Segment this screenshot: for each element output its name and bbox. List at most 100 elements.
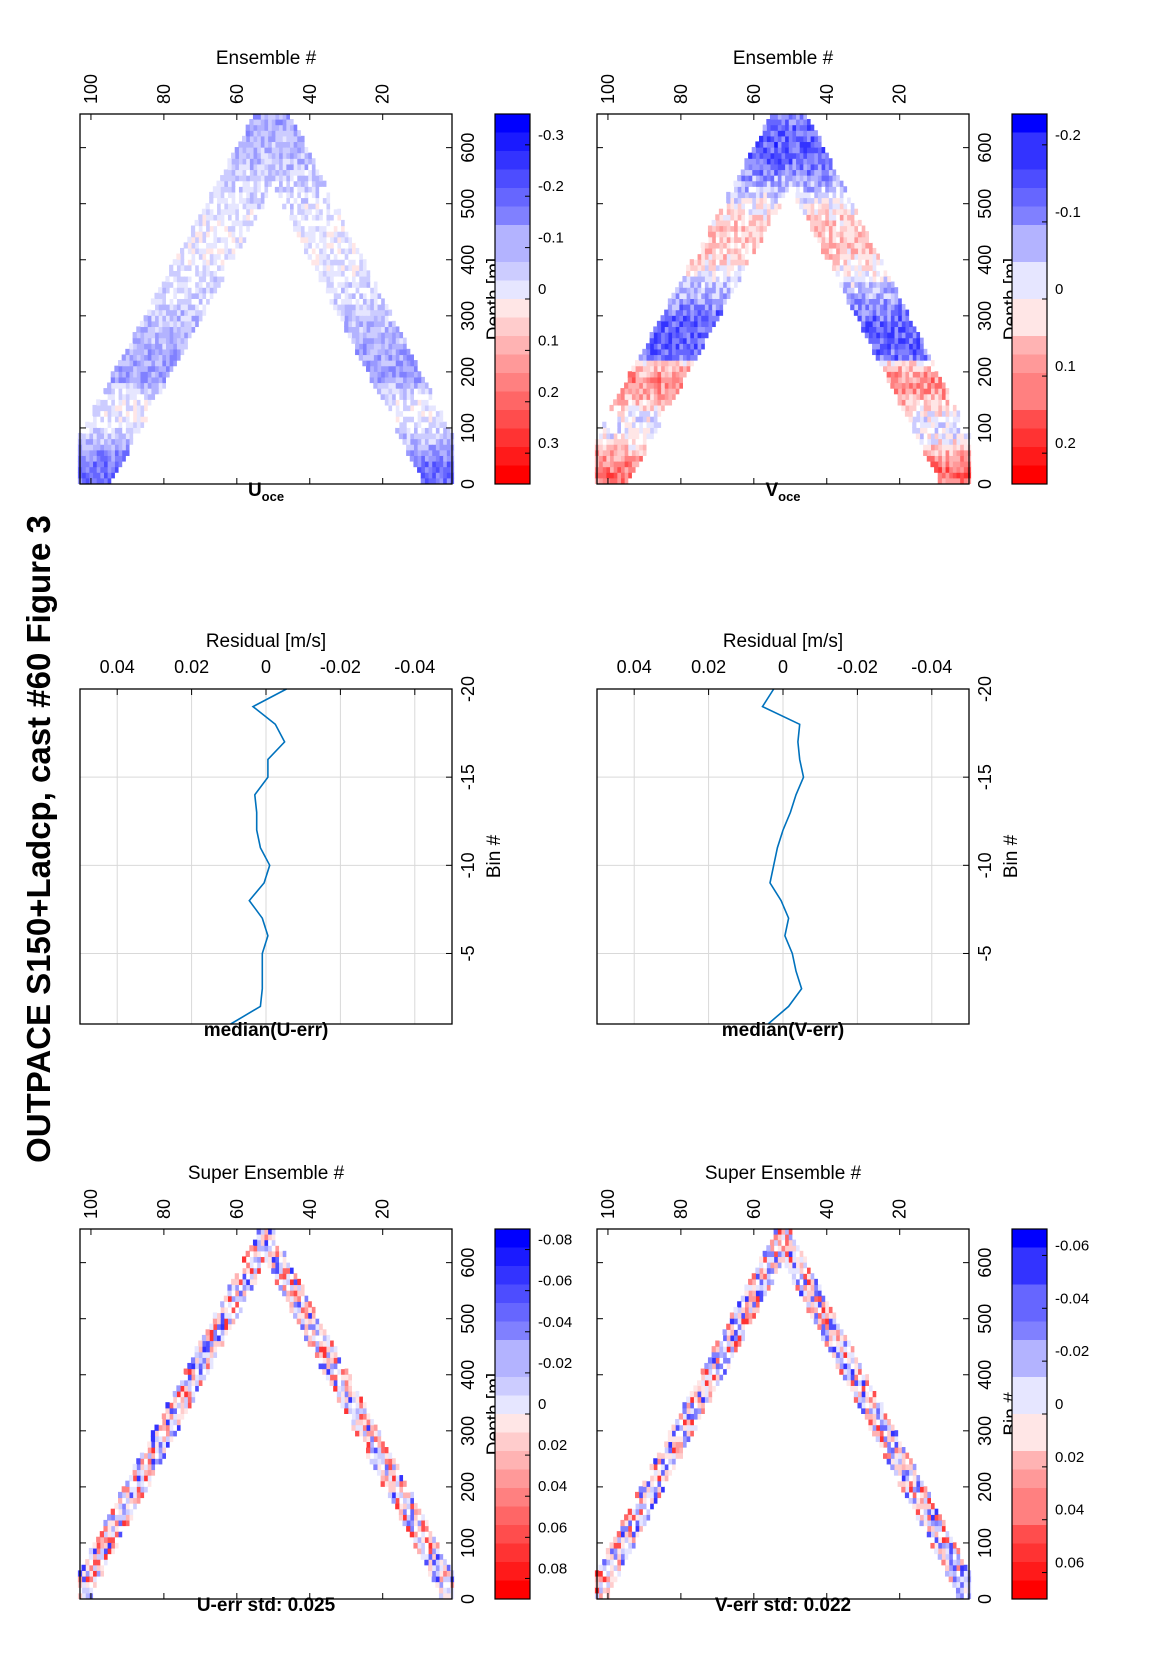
heatmap-cell <box>227 1290 232 1297</box>
heatmap-cell <box>376 1430 382 1437</box>
heatmap-cell <box>417 1525 422 1532</box>
colorbar-swatch <box>495 1413 530 1433</box>
heatmap-cell <box>252 1273 258 1280</box>
heatmap-cell <box>417 404 422 412</box>
heatmap-cell <box>220 1329 225 1336</box>
heatmap-cell <box>824 236 829 243</box>
heatmap-cell <box>409 1531 414 1538</box>
heatmap-cell <box>384 1475 389 1482</box>
heatmap-cell <box>242 197 247 204</box>
heatmap-cell <box>252 1278 258 1286</box>
heatmap-cell <box>154 360 159 367</box>
heatmap-cell <box>176 1396 181 1403</box>
heatmap-cell <box>707 1379 713 1386</box>
heatmap-cell <box>333 1346 338 1353</box>
heatmap-cell <box>751 169 756 176</box>
heatmap-cell <box>821 208 826 215</box>
bin-tick-label: -10 <box>458 852 478 878</box>
heatmap-cell <box>431 1564 436 1571</box>
heatmap-cell <box>963 472 968 479</box>
heatmap-cell <box>915 393 921 400</box>
heatmap-cell <box>355 343 360 350</box>
heatmap-cell <box>318 175 323 182</box>
heatmap-cell <box>158 337 163 344</box>
heatmap-cell <box>336 259 342 266</box>
heatmap-cell <box>649 1475 654 1482</box>
heatmap-cell <box>103 466 108 473</box>
heatmap-cell <box>183 332 188 339</box>
heatmap-cell <box>872 326 877 333</box>
heatmap-cell <box>806 124 811 131</box>
heatmap-cell <box>180 253 185 260</box>
heatmap-cell <box>190 309 196 316</box>
heatmap-cell <box>110 438 115 445</box>
heatmap-cell <box>431 399 436 406</box>
heatmap-cell <box>409 1503 414 1510</box>
heatmap-cell <box>180 287 185 294</box>
heatmap-cell <box>358 348 363 356</box>
heatmap-cell <box>376 1458 382 1465</box>
heatmap-cell <box>304 1306 309 1314</box>
heatmap-cell <box>769 158 775 165</box>
heatmap-cell <box>773 1233 778 1241</box>
heatmap-cell <box>813 1306 818 1314</box>
heatmap-cell <box>733 1312 738 1319</box>
heatmap-cell <box>766 163 771 171</box>
heatmap-cell <box>799 1250 804 1258</box>
heatmap-cell <box>409 427 414 434</box>
heatmap-cell <box>759 236 764 243</box>
heatmap-cell <box>791 124 797 131</box>
heatmap-cell <box>817 152 822 159</box>
heatmap-cell <box>267 158 272 165</box>
heatmap-cell <box>707 1357 713 1364</box>
heatmap-cell <box>300 203 305 210</box>
heatmap-cell <box>722 253 727 260</box>
heatmap-cell <box>158 309 163 316</box>
heatmap-cell <box>125 410 130 417</box>
heatmap-cell <box>413 404 418 412</box>
heatmap-cell <box>209 253 214 260</box>
heatmap-cell <box>252 197 258 204</box>
heatmap-cell <box>835 270 840 277</box>
heatmap-cell <box>846 1362 851 1370</box>
heatmap-cell <box>267 135 272 143</box>
heatmap-cell <box>209 264 214 271</box>
heatmap-cell <box>704 259 709 266</box>
heatmap-cell <box>176 259 181 266</box>
heatmap-cell <box>369 332 374 339</box>
heatmap-cell <box>81 472 86 479</box>
heatmap-cell <box>376 348 382 356</box>
heatmap-cell <box>821 231 826 238</box>
heatmap-cell <box>945 455 950 462</box>
heatmap-cell <box>424 1547 429 1555</box>
heatmap-cell <box>660 1452 665 1459</box>
heatmap-cell <box>620 1519 625 1527</box>
heatmap-cell <box>697 1402 702 1409</box>
heatmap-cell <box>631 1525 636 1532</box>
heatmap-cell <box>139 1491 145 1499</box>
heatmap-cell <box>391 1480 396 1487</box>
heatmap-cell <box>391 371 396 378</box>
heatmap-cell <box>216 203 221 210</box>
heatmap-cell <box>231 180 236 187</box>
heatmap-cell <box>143 382 148 389</box>
heatmap-cell <box>737 236 742 243</box>
heatmap-cell <box>347 292 352 299</box>
heatmap-cell <box>180 348 185 356</box>
heatmap-cell <box>715 309 720 316</box>
heatmap-cell <box>172 337 177 344</box>
heatmap-cell <box>598 1570 603 1577</box>
heatmap-cell <box>872 1430 877 1437</box>
heatmap-cell <box>231 191 236 199</box>
heatmap-cell <box>813 208 818 215</box>
heatmap-cell <box>209 247 214 255</box>
heatmap-cell <box>784 1228 789 1235</box>
heatmap-cell <box>114 1519 119 1527</box>
heatmap-cell <box>238 169 243 176</box>
heatmap-cell <box>282 158 287 165</box>
heatmap-cell <box>154 1424 159 1431</box>
heatmap-cell <box>890 343 895 350</box>
heatmap-cell <box>384 1486 389 1493</box>
heatmap-cell <box>165 360 170 367</box>
